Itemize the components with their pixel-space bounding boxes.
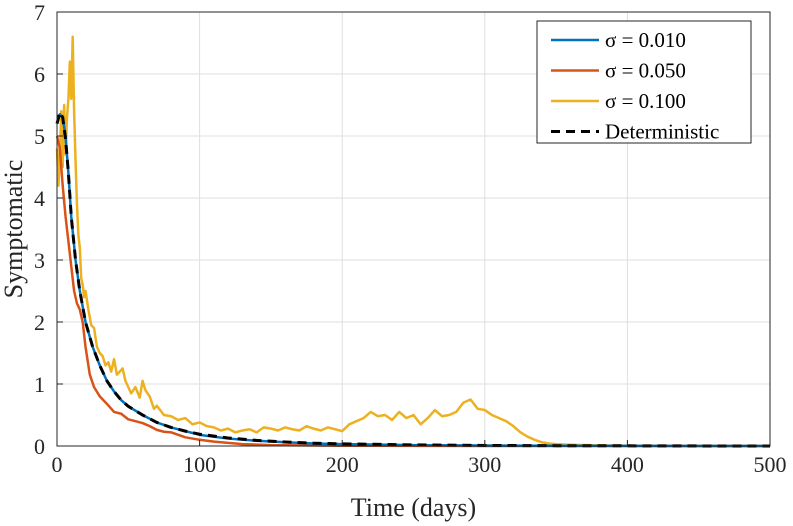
y-tick-label: 5 [34, 124, 45, 149]
series-line-1 [55, 135, 771, 448]
x-tick-label: 0 [52, 452, 63, 477]
x-tick-label: 500 [754, 452, 787, 477]
x-tick-label: 300 [468, 452, 501, 477]
x-tick-label: 100 [183, 452, 216, 477]
y-tick-label: 1 [34, 372, 45, 397]
legend-label-0: σ = 0.010 [605, 28, 686, 52]
y-tick-label: 7 [34, 0, 45, 25]
x-axis-label: Time (days) [351, 493, 476, 522]
axis-ticks: 0 100 200 300 400 500 0 1 2 3 4 5 6 7 [34, 0, 787, 477]
series-line-2 [55, 35, 771, 448]
series-line-3 [55, 110, 771, 448]
legend: σ = 0.010 σ = 0.050 σ = 0.100 Deterministic [536, 20, 752, 144]
axes-box [56, 11, 771, 447]
legend-label-3: Deterministic [605, 120, 719, 144]
legend-label-2: σ = 0.100 [605, 89, 686, 113]
x-tick-label: 200 [326, 452, 359, 477]
y-axis-label: Symptomatic [0, 160, 28, 299]
x-tick-label: 400 [611, 452, 644, 477]
y-tick-label: 6 [34, 62, 45, 87]
y-tick-label: 4 [34, 186, 45, 211]
y-tick-label: 3 [34, 248, 45, 273]
plot-area [55, 35, 771, 448]
y-tick-label: 2 [34, 310, 45, 335]
y-tick-label: 0 [34, 434, 45, 459]
legend-label-1: σ = 0.050 [605, 59, 686, 83]
legend-box [536, 20, 752, 144]
